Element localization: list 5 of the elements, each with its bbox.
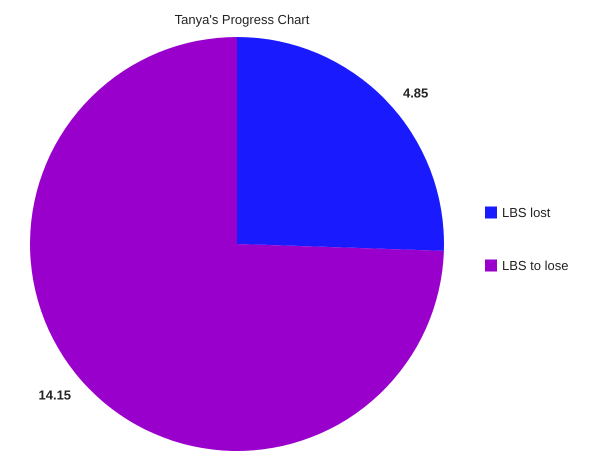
- legend-label: LBS to lose: [502, 258, 568, 273]
- legend-label: LBS lost: [502, 205, 551, 220]
- data-label: 4.85: [402, 86, 428, 101]
- chart-title: Tanya's Progress Chart: [174, 12, 310, 27]
- data-label: 14.15: [38, 387, 72, 402]
